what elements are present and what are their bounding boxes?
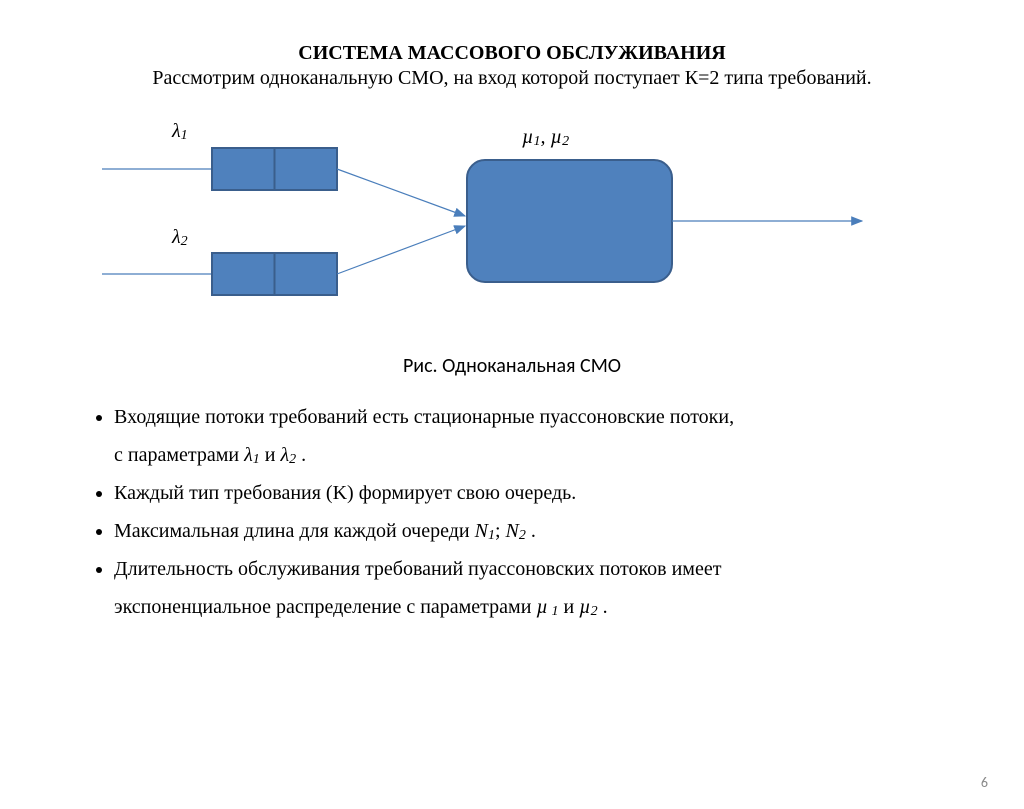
bullet-3: Максимальная длина для каждой очереди N1… [114, 512, 942, 550]
bullet-list: Входящие потоки требований есть стациона… [82, 398, 942, 626]
lambda2-label: λ2 [172, 226, 188, 250]
bullet-1: Входящие потоки требований есть стациона… [114, 398, 942, 474]
page-subtitle: Рассмотрим одноканальную СМО, на вход ко… [0, 67, 1024, 90]
lambda1-label: λ1 [172, 120, 188, 144]
bullet-2: Каждый тип требования (K) формирует свою… [114, 474, 942, 512]
bullet-4: Длительность обслуживания требований пуа… [114, 550, 942, 626]
diagram-svg [102, 118, 922, 348]
page-title: СИСТЕМА МАССОВОГО ОБСЛУЖИВАНИЯ [0, 42, 1024, 65]
queueing-diagram: λ1 λ2 µ1, µ2 [102, 118, 922, 348]
page-number: 6 [981, 774, 988, 791]
mu-label: µ1, µ2 [522, 126, 569, 150]
diagram-caption: Рис. Одноканальная СМО [0, 354, 1024, 378]
